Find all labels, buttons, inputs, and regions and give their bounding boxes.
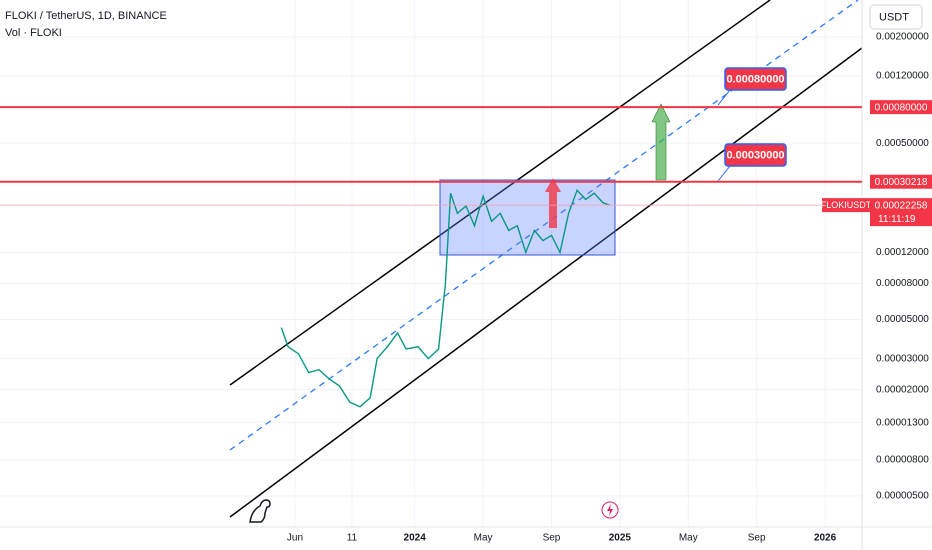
y-tick-label: 0.00005000 xyxy=(876,314,929,325)
callout-text: 0.00080000 xyxy=(726,73,784,85)
chart-subtitle: Vol · FLOKI xyxy=(5,27,62,39)
channel-upper xyxy=(229,0,771,386)
level-label-box xyxy=(870,174,932,189)
y-tick-label: 0.00008000 xyxy=(876,278,929,289)
y-tick-label: 0.00120000 xyxy=(876,71,929,82)
callout-text: 0.00030000 xyxy=(726,149,784,161)
x-tick-label: Jun xyxy=(287,533,303,544)
callout-line xyxy=(717,89,731,106)
callout-line xyxy=(717,165,731,182)
arrow-up-red xyxy=(545,178,561,228)
level-label: 0.00080000 xyxy=(875,102,928,113)
event-icon-bolt xyxy=(607,504,613,516)
y-tick-label: 0.00001300 xyxy=(876,417,929,428)
chart-title: FLOKI / TetherUS, 1D, BINANCE xyxy=(5,10,167,22)
y-tick-label: 0.00003000 xyxy=(876,353,929,364)
symbol-box xyxy=(822,198,870,213)
y-tick-label: 0.00012000 xyxy=(876,247,929,258)
symbol-label: FLOKIUSDT xyxy=(821,200,872,210)
y-tick-label: 0.00200000 xyxy=(876,32,929,43)
callout-box xyxy=(724,143,787,167)
callout-box xyxy=(724,67,787,91)
x-tick-label: May xyxy=(474,533,493,544)
range-box xyxy=(439,179,616,256)
x-tick-label: May xyxy=(679,533,698,544)
y-tick-label: 0.00050000 xyxy=(876,138,929,149)
logo xyxy=(249,499,271,523)
last-price-box xyxy=(870,198,932,227)
channel-lower xyxy=(229,47,863,518)
level-label: 0.00030218 xyxy=(875,177,928,188)
last-price-label: 0.00022258 xyxy=(875,200,928,211)
arrow-up-green xyxy=(651,103,671,181)
countdown: 11:11:19 xyxy=(878,214,916,225)
x-tick-label: 2024 xyxy=(404,533,427,544)
y-tick-label: 0.00002000 xyxy=(876,384,929,395)
grid xyxy=(0,0,862,527)
x-tick-label: Sep xyxy=(543,533,561,544)
level-label-box xyxy=(870,100,932,115)
currency-button[interactable] xyxy=(869,4,923,30)
y-tick-label: 0.00000500 xyxy=(876,491,929,502)
y-tick-label: 0.00000800 xyxy=(876,455,929,466)
x-tick-label: 2026 xyxy=(814,533,837,544)
x-tick-label: 2025 xyxy=(609,533,632,544)
plot xyxy=(280,188,610,408)
price-line xyxy=(280,188,610,408)
currency[interactable]: USDT xyxy=(879,11,909,23)
x-tick-label: Sep xyxy=(748,533,766,544)
x-tick-label: 11 xyxy=(347,533,358,544)
